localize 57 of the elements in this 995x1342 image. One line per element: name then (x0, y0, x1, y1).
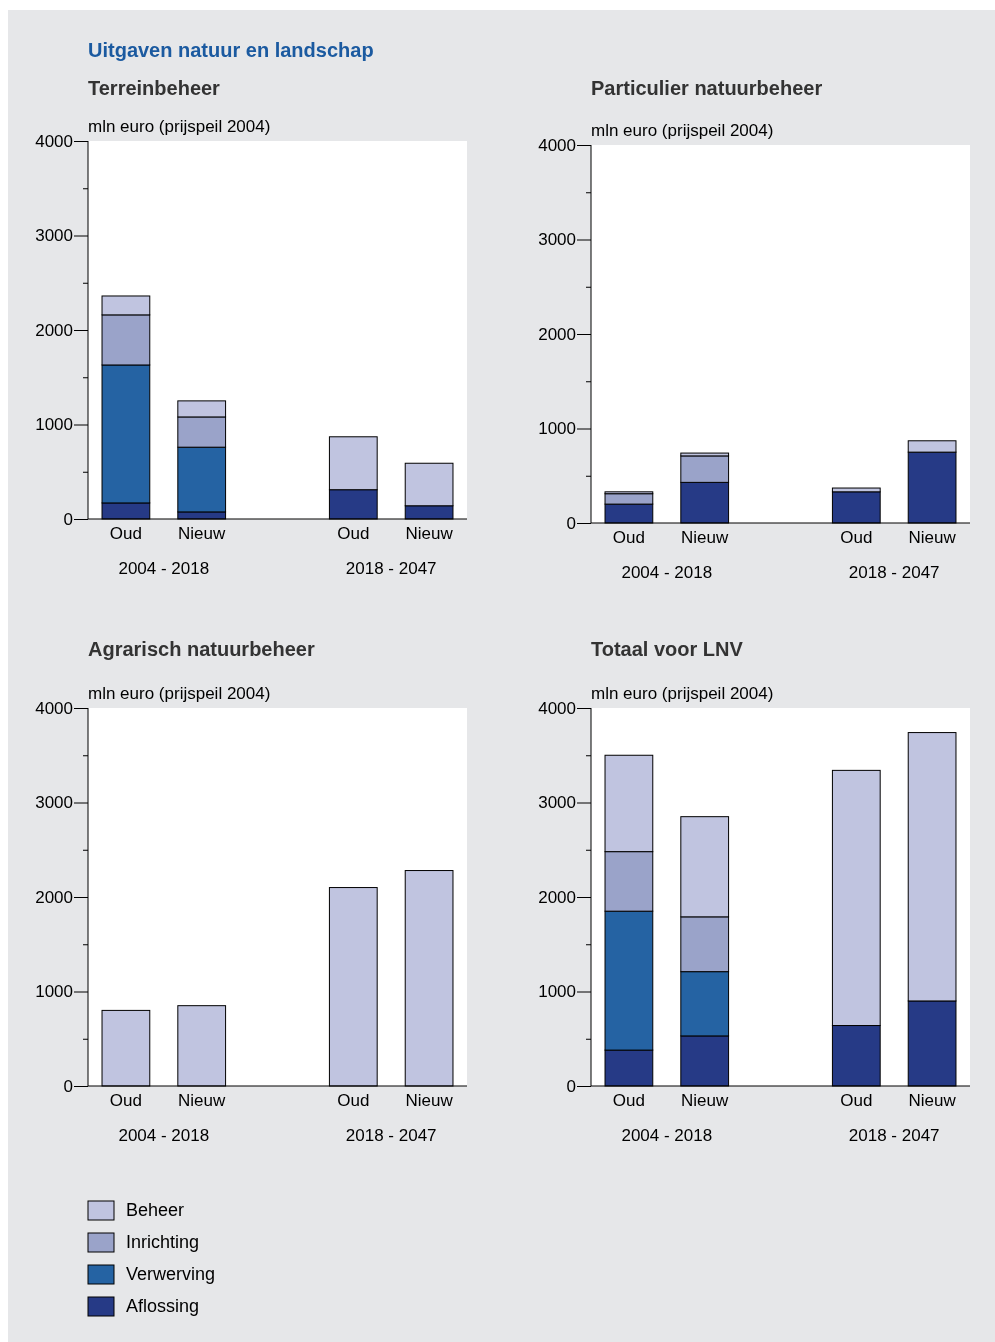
chart-title: Agrarisch natuurbeheer (88, 638, 315, 660)
text: 2004 - 2018 (621, 563, 713, 582)
y-tick-label: 4000 (538, 698, 576, 718)
y-tick-label: 0 (63, 509, 73, 529)
chart-subtitle: Terreinbeheer (88, 77, 221, 99)
legend-label: Verwerving (126, 1264, 216, 1284)
y-tick-label: 0 (63, 1076, 73, 1096)
y-tick-label: 2000 (35, 887, 73, 907)
y-tick-label: 3000 (538, 230, 576, 250)
x-tick-label: Oud (109, 1091, 142, 1110)
y-tick-label: 2000 (538, 324, 576, 344)
text: 2004 - 2018 (118, 1126, 210, 1145)
x-tick-label: Oud (612, 1091, 645, 1110)
y-tick-label: 4000 (35, 131, 73, 151)
x-tick-label: Oud (337, 1091, 370, 1110)
x-tick-label: Oud (840, 1091, 873, 1110)
y-tick-label: 1000 (538, 982, 576, 1002)
legend-label: Inrichting (126, 1232, 200, 1252)
y-axis-title: mln euro (prijspeil 2004) (88, 117, 271, 136)
legend-label: Aflossing (126, 1296, 200, 1316)
y-tick-label: 3000 (35, 793, 73, 813)
x-tick-label: Nieuw (908, 528, 957, 547)
x-tick-label: Nieuw (405, 1091, 454, 1110)
chart-title: Uitgaven natuur en landschap (88, 39, 374, 61)
text: 2018 - 2047 (848, 563, 940, 582)
y-tick-label: 1000 (35, 982, 73, 1002)
text: 2004 - 2018 (118, 559, 210, 578)
y-tick-label: 0 (566, 513, 576, 533)
y-tick-label: 4000 (35, 698, 73, 718)
y-tick-label: 2000 (538, 887, 576, 907)
x-tick-label: Oud (840, 528, 873, 547)
y-tick-label: 4000 (538, 135, 576, 155)
x-tick-label: Nieuw (178, 1091, 227, 1110)
x-tick-label: Nieuw (681, 528, 730, 547)
x-tick-label: Nieuw (908, 1091, 957, 1110)
text: 2018 - 2047 (345, 559, 437, 578)
x-tick-label: Nieuw (681, 1091, 730, 1110)
x-tick-label: Nieuw (178, 524, 227, 543)
y-tick-label: 3000 (538, 793, 576, 813)
y-axis-title: mln euro (prijspeil 2004) (88, 684, 271, 703)
y-tick-label: 3000 (35, 226, 73, 246)
x-tick-label: Oud (337, 524, 370, 543)
x-tick-label: Nieuw (405, 524, 454, 543)
legend-label: Beheer (126, 1200, 185, 1220)
chart-title: Totaal voor LNV (591, 638, 744, 660)
x-tick-label: Oud (109, 524, 142, 543)
x-tick-label: Oud (612, 528, 645, 547)
text: 2018 - 2047 (345, 1126, 437, 1145)
y-axis-title: mln euro (prijspeil 2004) (591, 121, 774, 140)
chart-title: Particulier natuurbeheer (591, 77, 823, 99)
y-tick-label: 0 (566, 1076, 576, 1096)
y-axis-title: mln euro (prijspeil 2004) (591, 684, 774, 703)
y-tick-label: 1000 (35, 415, 73, 435)
text: 2018 - 2047 (848, 1126, 940, 1145)
y-tick-label: 2000 (35, 320, 73, 340)
text: 2004 - 2018 (621, 1126, 713, 1145)
y-tick-label: 1000 (538, 419, 576, 439)
